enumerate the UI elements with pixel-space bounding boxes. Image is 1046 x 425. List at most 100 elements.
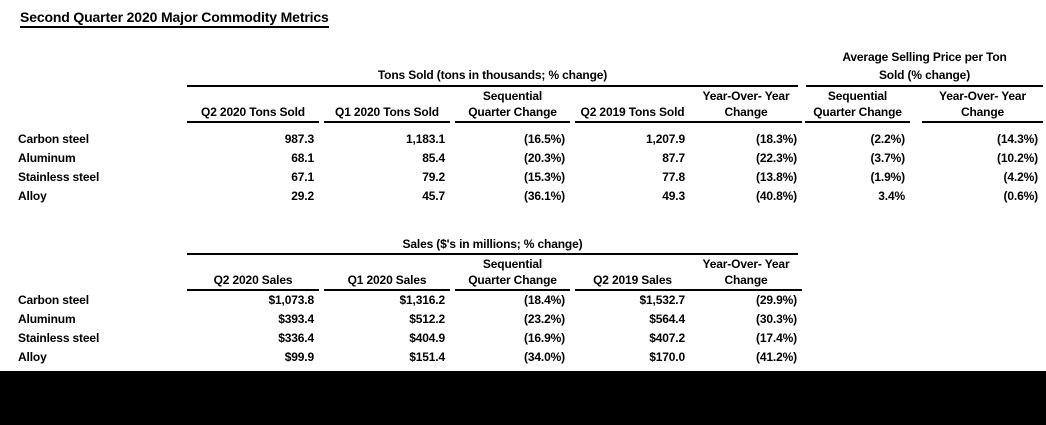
sales-subheader-row: Sequential Year-Over- Year bbox=[0, 256, 1046, 272]
cell-asp-seq-qtr-change: (1.9%) bbox=[870, 170, 906, 184]
table-row: Alloy $99.9 $151.4 (34.0%) $170.0 (41.2%… bbox=[0, 348, 1046, 367]
sales-column-header-row: Q2 2020 Sales Q1 2020 Sales Quarter Chan… bbox=[0, 272, 1046, 288]
cell-yoy-change: (30.3%) bbox=[756, 312, 797, 326]
column-underline bbox=[575, 289, 690, 291]
row-label: Stainless steel bbox=[18, 170, 100, 184]
page-title: Second Quarter 2020 Major Commodity Metr… bbox=[20, 9, 329, 28]
col-header-seq-qtr-change: Quarter Change bbox=[468, 273, 557, 287]
tons-subheader-row: Sequential Year-Over- Year Sequential Ye… bbox=[0, 88, 1046, 104]
subheader-sequential-asp: Sequential bbox=[827, 89, 888, 103]
cell-seq-qtr-change: (20.3%) bbox=[524, 151, 565, 165]
cell-q2-2019-tons: 87.7 bbox=[662, 151, 685, 165]
asp-group-header-line2: Sold (% change) bbox=[878, 68, 971, 82]
col-header-seq-qtr-change: Quarter Change bbox=[468, 105, 557, 119]
cell-seq-qtr-change: (16.5%) bbox=[524, 132, 565, 146]
column-underline bbox=[690, 121, 802, 123]
col-header-yoy-change: Change bbox=[724, 273, 768, 287]
cell-asp-seq-qtr-change: (2.2%) bbox=[870, 132, 906, 146]
col-header-q2-2020-tons-sold: Q2 2020 Tons Sold bbox=[201, 105, 305, 119]
cell-q2-2020-sales: $393.4 bbox=[278, 312, 314, 326]
table-row: Aluminum 68.1 85.4 (20.3%) 87.7 (22.3%) … bbox=[0, 149, 1046, 168]
cell-q2-2019-tons: 77.8 bbox=[662, 170, 685, 184]
subheader-sequential-tons: Sequential bbox=[482, 89, 543, 103]
column-underline bbox=[690, 289, 802, 291]
bottom-black-bar bbox=[0, 371, 1046, 425]
column-underline bbox=[187, 121, 319, 123]
col-header-q2-2019-tons-sold: Q2 2019 Tons Sold bbox=[580, 105, 685, 119]
col-header-q1-2020-tons-sold: Q1 2020 Tons Sold bbox=[335, 105, 439, 119]
column-underline bbox=[324, 289, 450, 291]
subheader-yoy-asp: Year-Over- Year bbox=[939, 89, 1026, 103]
asp-group-header-line1: Average Selling Price per Ton bbox=[842, 50, 1007, 64]
cell-seq-qtr-change: (34.0%) bbox=[524, 350, 565, 364]
cell-q2-2019-sales: $564.4 bbox=[649, 312, 685, 326]
col-header-asp-seq-qtr-change: Quarter Change bbox=[813, 105, 902, 119]
cell-q1-2020-sales: $404.9 bbox=[409, 331, 445, 345]
cell-asp-yoy-change: (10.2%) bbox=[997, 151, 1038, 165]
table-row: Carbon steel $1,073.8 $1,316.2 (18.4%) $… bbox=[0, 291, 1046, 310]
cell-yoy-change: (22.3%) bbox=[756, 151, 797, 165]
cell-q1-2020-sales: $512.2 bbox=[409, 312, 445, 326]
cell-yoy-change: (29.9%) bbox=[756, 293, 797, 307]
row-label: Alloy bbox=[18, 189, 47, 203]
cell-asp-yoy-change: (0.6%) bbox=[1003, 189, 1039, 203]
cell-asp-seq-qtr-change: 3.4% bbox=[878, 189, 905, 203]
cell-yoy-change: (13.8%) bbox=[756, 170, 797, 184]
cell-q2-2019-sales: $407.2 bbox=[649, 331, 685, 345]
cell-q2-2020-tons: 68.1 bbox=[291, 151, 314, 165]
cell-asp-yoy-change: (14.3%) bbox=[997, 132, 1038, 146]
cell-q2-2020-sales: $99.9 bbox=[284, 350, 314, 364]
cell-seq-qtr-change: (23.2%) bbox=[524, 312, 565, 326]
column-underline bbox=[805, 121, 910, 123]
cell-q2-2020-sales: $1,073.8 bbox=[268, 293, 314, 307]
col-header-yoy-change: Change bbox=[724, 105, 768, 119]
cell-q2-2020-tons: 987.3 bbox=[284, 132, 314, 146]
cell-q1-2020-sales: $1,316.2 bbox=[399, 293, 445, 307]
cell-asp-yoy-change: (4.2%) bbox=[1003, 170, 1039, 184]
cell-q1-2020-tons: 85.4 bbox=[422, 151, 445, 165]
cell-q2-2020-tons: 67.1 bbox=[291, 170, 314, 184]
cell-seq-qtr-change: (15.3%) bbox=[524, 170, 565, 184]
tons-column-header-row: Q2 2020 Tons Sold Q1 2020 Tons Sold Quar… bbox=[0, 104, 1046, 120]
cell-q2-2019-tons: 49.3 bbox=[662, 189, 685, 203]
column-underline bbox=[922, 121, 1043, 123]
row-label: Aluminum bbox=[18, 312, 76, 326]
cell-yoy-change: (18.3%) bbox=[756, 132, 797, 146]
subheader-sequential-sales: Sequential bbox=[482, 257, 543, 271]
cell-asp-seq-qtr-change: (3.7%) bbox=[870, 151, 906, 165]
cell-q1-2020-sales: $151.4 bbox=[409, 350, 445, 364]
cell-q2-2019-sales: $170.0 bbox=[649, 350, 685, 364]
column-underline bbox=[187, 289, 319, 291]
cell-q2-2020-sales: $336.4 bbox=[278, 331, 314, 345]
cell-seq-qtr-change: (36.1%) bbox=[524, 189, 565, 203]
sales-group-header: Sales ($'s in millions; % change) bbox=[402, 237, 583, 251]
subheader-yoy-tons: Year-Over- Year bbox=[702, 89, 790, 103]
cell-q2-2020-tons: 29.2 bbox=[291, 189, 314, 203]
tons-group-header: Tons Sold (tons in thousands; % change) bbox=[377, 68, 608, 82]
cell-seq-qtr-change: (16.9%) bbox=[524, 331, 565, 345]
cell-yoy-change: (17.4%) bbox=[756, 331, 797, 345]
row-label: Aluminum bbox=[18, 151, 76, 165]
cell-q2-2019-sales: $1,532.7 bbox=[639, 293, 685, 307]
sales-group-underline bbox=[187, 253, 798, 255]
row-label: Carbon steel bbox=[18, 293, 89, 307]
table-row: Aluminum $393.4 $512.2 (23.2%) $564.4 (3… bbox=[0, 310, 1046, 329]
tons-group-underline bbox=[187, 85, 798, 87]
row-label: Carbon steel bbox=[18, 132, 89, 146]
cell-q1-2020-tons: 79.2 bbox=[422, 170, 445, 184]
col-header-q1-2020-sales: Q1 2020 Sales bbox=[347, 273, 427, 287]
asp-group-underline bbox=[806, 85, 1043, 87]
table-row: Carbon steel 987.3 1,183.1 (16.5%) 1,207… bbox=[0, 130, 1046, 149]
table-row: Alloy 29.2 45.7 (36.1%) 49.3 (40.8%) 3.4… bbox=[0, 187, 1046, 206]
col-header-asp-yoy-change: Change bbox=[960, 105, 1005, 119]
cell-q1-2020-tons: 1,183.1 bbox=[406, 132, 445, 146]
subheader-yoy-sales: Year-Over- Year bbox=[702, 257, 790, 271]
table-row: Stainless steel $336.4 $404.9 (16.9%) $4… bbox=[0, 329, 1046, 348]
col-header-q2-2020-sales: Q2 2020 Sales bbox=[213, 273, 293, 287]
column-underline bbox=[324, 121, 450, 123]
table-row: Stainless steel 67.1 79.2 (15.3%) 77.8 (… bbox=[0, 168, 1046, 187]
col-header-q2-2019-sales: Q2 2019 Sales bbox=[593, 273, 672, 287]
column-underline bbox=[455, 121, 570, 123]
column-underline bbox=[575, 121, 690, 123]
